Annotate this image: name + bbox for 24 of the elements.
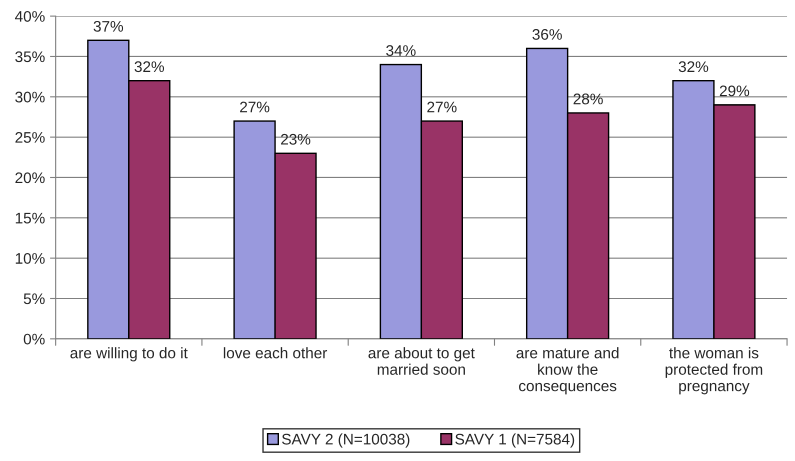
y-tick-label: 0% xyxy=(24,334,45,345)
x-tick-label: are about to get married soon xyxy=(368,347,475,375)
y-tick-label: 25% xyxy=(15,132,45,143)
data-label: 29% xyxy=(720,85,750,96)
y-tick-label: 40% xyxy=(15,11,45,22)
data-label: 27% xyxy=(427,102,457,112)
x-tick-label: are willing to do it xyxy=(70,347,188,362)
y-tick-label: 35% xyxy=(15,51,45,62)
y-tick-label: 5% xyxy=(24,293,45,304)
data-label: 32% xyxy=(678,61,708,72)
y-tick-label: 20% xyxy=(15,172,45,184)
legend-label: SAVY 1 (N=7584) xyxy=(455,433,574,448)
legend-label: SAVY 2 (N=10038) xyxy=(282,433,410,448)
data-label: 34% xyxy=(386,45,416,56)
y-tick-label: 15% xyxy=(16,212,45,224)
y-tick-label: 30% xyxy=(15,92,45,102)
data-label: 37% xyxy=(94,20,124,32)
data-label: 27% xyxy=(240,102,270,112)
y-tick-label: 10% xyxy=(16,253,45,264)
x-tick-label: love each other xyxy=(224,347,328,358)
x-tick-label: are mature and know the consequences xyxy=(516,347,618,394)
x-tick-label: the woman is protected from pregnancy xyxy=(666,347,762,394)
data-label: 32% xyxy=(134,61,164,72)
data-label: 36% xyxy=(532,29,562,40)
